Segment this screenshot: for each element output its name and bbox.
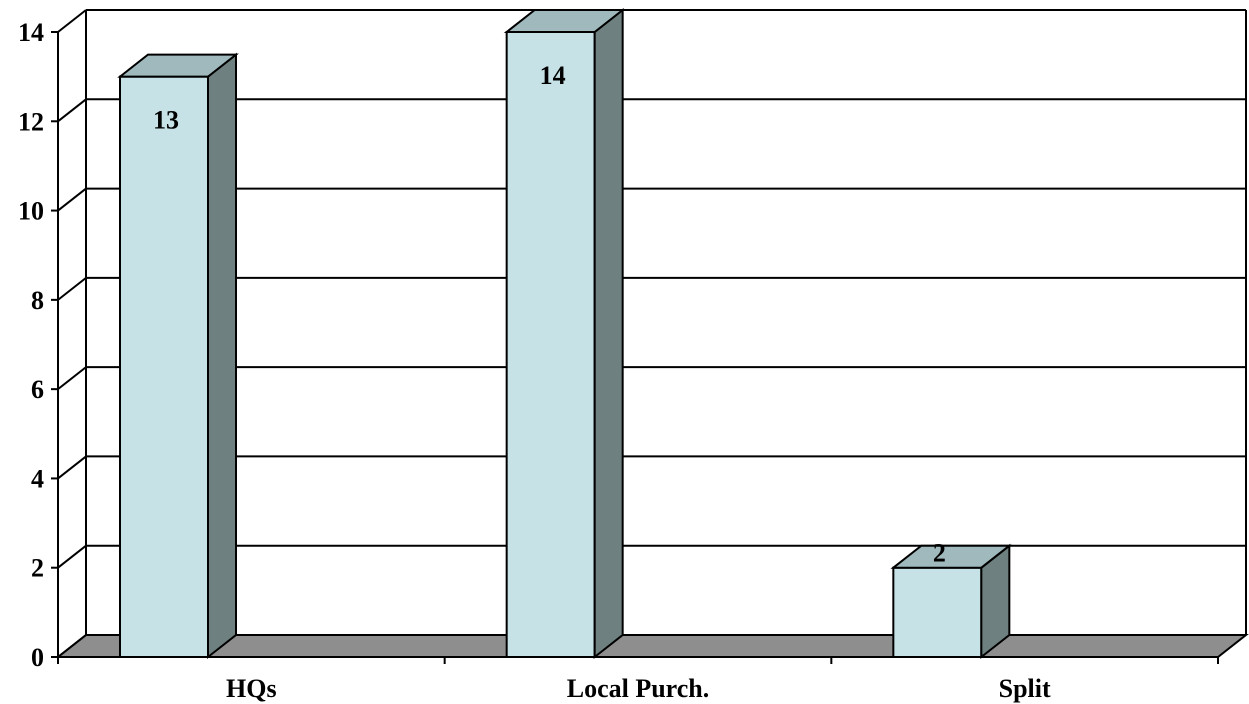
wall-gridline	[57, 9, 87, 33]
bar-front	[505, 31, 596, 658]
axes	[51, 9, 1247, 664]
wall-gridline	[57, 634, 87, 658]
wall-gridline	[57, 366, 87, 390]
bar	[117, 52, 239, 660]
chart-floor	[55, 634, 1249, 658]
data-label: 2	[933, 539, 946, 568]
data-label: 14	[540, 61, 566, 90]
bar-front	[119, 75, 209, 658]
y-tick-label: 2	[31, 554, 44, 583]
bar-top	[117, 53, 239, 78]
x-tick-label: Split	[999, 674, 1051, 703]
y-tick-label: 12	[18, 107, 44, 136]
y-tick-label: 4	[31, 464, 44, 493]
y-tick-label: 0	[31, 643, 44, 672]
bar-front	[892, 566, 983, 659]
y-tick-label: 8	[31, 286, 44, 315]
y-tick-label: 14	[18, 18, 44, 47]
wall-gridline	[57, 277, 87, 301]
bar-top	[890, 544, 1013, 569]
chart-floor-layer	[55, 634, 1249, 658]
wall-gridline	[57, 98, 87, 123]
x-tick-label: HQs	[226, 674, 277, 703]
wall-gridline	[57, 187, 87, 212]
y-tick-label: 10	[18, 197, 44, 226]
data-label: 13	[153, 106, 179, 135]
bars	[117, 7, 1013, 660]
bar-side	[593, 7, 624, 660]
labels: 0 2 4 6 8 10 12 14 13 HQs 14 Local Purch. 2 Split	[18, 18, 1051, 703]
wall-gridline	[57, 455, 87, 480]
x-tick-label: Local Purch.	[567, 674, 710, 703]
bar	[890, 543, 1013, 660]
wall-gridline	[57, 544, 87, 569]
y-tick-label: 6	[31, 375, 44, 404]
bar	[503, 7, 626, 660]
bar-side	[207, 52, 237, 660]
bar-top	[503, 9, 626, 33]
